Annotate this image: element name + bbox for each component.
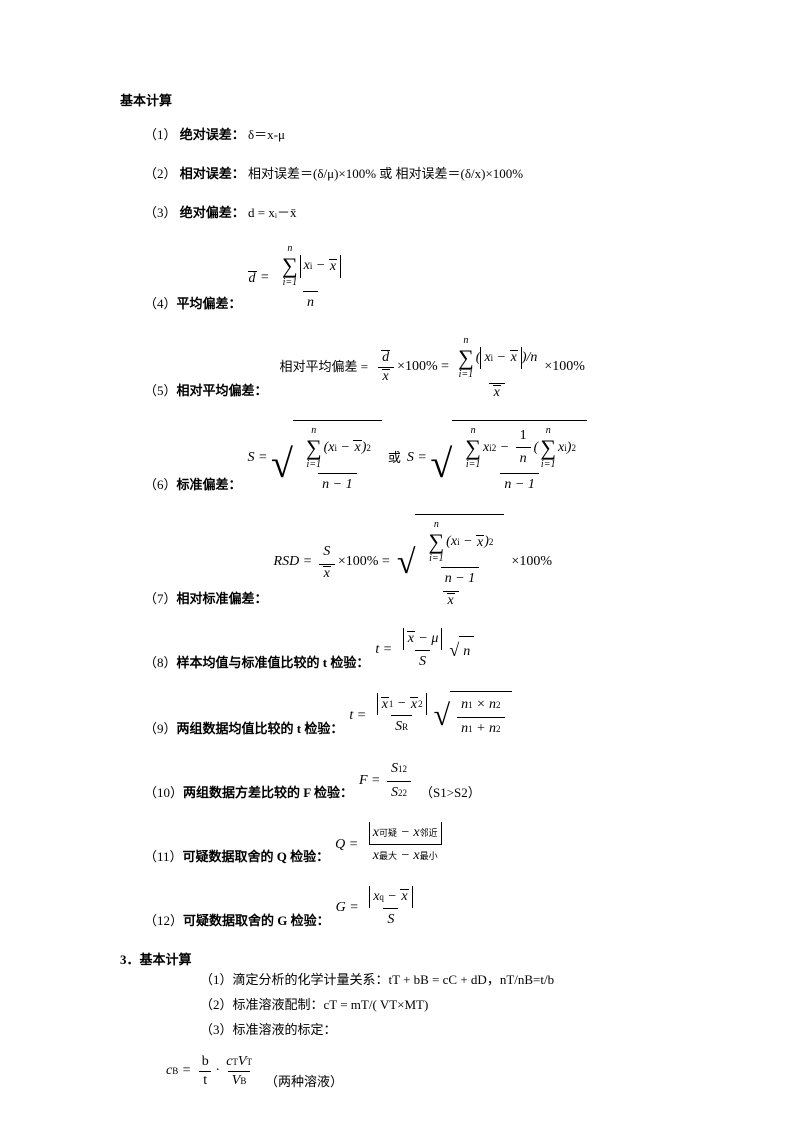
item-num: （5） [144, 381, 177, 402]
or-text: 或 [388, 448, 401, 469]
formula-f-test: F = S12 S22 [359, 758, 414, 804]
item-rest: δ＝x-μ [248, 127, 285, 142]
item-label: 相对标准偏差： [177, 589, 268, 610]
item-label: 相对误差： [180, 166, 245, 181]
section-3-line-3: （3）标准溶液的标定： [200, 1018, 693, 1043]
formula-std-deviation: S = √ n∑i=1 (xi − x)2 n − 1 或 S = √ [248, 420, 587, 496]
item-label: 平均偏差： [177, 294, 242, 315]
item-11: （11） 可疑数据取舍的 Q 检验： Q = x可疑 − x邻近 x最大 − x… [144, 822, 693, 868]
item-num: （4） [144, 294, 177, 315]
item-num: （12） [144, 911, 183, 932]
item-label: 两组数据方差比较的 F 检验： [183, 783, 353, 804]
item-rest: d = xᵢ－x̄ [248, 205, 296, 220]
page-title: 基本计算 [120, 90, 693, 109]
section-3-line-1: （1）滴定分析的化学计量关系：tT + bB = cC + dD，nT/nB=t… [200, 968, 693, 993]
item-rest: 相对误差＝(δ/μ)×100% 或 相对误差＝(δ/x)×100% [248, 166, 523, 181]
formula-t-test-1: t = x − μ S √n [375, 628, 474, 674]
item-label: 可疑数据取舍的 Q 检验： [183, 847, 330, 868]
f-test-note: （S1>S2） [420, 783, 481, 804]
item-12: （12） 可疑数据取舍的 G 检验： G = xq − x S [144, 886, 693, 932]
formula-mean-deviation: d = n∑i=1 xi − x n [248, 241, 349, 314]
item-1: （1） 绝对误差： δ＝x-μ [144, 125, 693, 146]
item-label: 绝对偏差： [180, 205, 245, 220]
item-10: （10） 两组数据方差比较的 F 检验： F = S12 S22 （S1>S2） [144, 758, 693, 804]
formula-cb: cB = bt · cTVT VB （两种溶液） [160, 1053, 693, 1090]
item-2: （2） 相对误差： 相对误差＝(δ/μ)×100% 或 相对误差＝(δ/x)×1… [144, 164, 693, 185]
item-num: （8） [144, 653, 177, 674]
formula-t-test-2: t = x1 − x2 SR √ n1 × n2 n1 + n2 [349, 691, 511, 740]
item-num: （11） [144, 847, 183, 868]
item-num: （2） [144, 166, 177, 181]
formula-q-test: Q = x可疑 − x邻近 x最大 − x最小 [335, 822, 448, 868]
section-3-line-2: （2）标准溶液配制：cT = mT/( VT×MT) [200, 993, 693, 1018]
item-9: （9） 两组数据均值比较的 t 检验： t = x1 − x2 SR √ n1 … [144, 691, 693, 740]
item-num: （1） [144, 127, 177, 142]
page: 基本计算 （1） 绝对误差： δ＝x-μ （2） 相对误差： 相对误差＝(δ/μ… [0, 0, 793, 1130]
item-7: （7） 相对标准偏差： RSD = Sx ×100% = √ n∑i=1 (xi… [144, 514, 693, 609]
item-6: （6） 标准偏差： S = √ n∑i=1 (xi − x)2 n − 1 或 … [144, 420, 693, 496]
item-num: （10） [144, 783, 183, 804]
item-num: （7） [144, 589, 177, 610]
item-num: （6） [144, 475, 177, 496]
item-label: 两组数据均值比较的 t 检验： [177, 719, 344, 740]
item-8: （8） 样本均值与标准值比较的 t 检验： t = x − μ S √n [144, 628, 693, 674]
formula-relative-mean-deviation: 相对平均偏差 = d x ×100% = n∑i=1 (xi − x)/n x … [274, 333, 585, 402]
item-5: （5） 相对平均偏差： 相对平均偏差 = d x ×100% = n∑i=1 (… [144, 333, 693, 402]
item-label: 绝对误差： [180, 127, 245, 142]
item-label: 可疑数据取舍的 G 检验： [183, 911, 330, 932]
item-label: 样本均值与标准值比较的 t 检验： [177, 653, 370, 674]
section-3: 3．基本计算 （1）滴定分析的化学计量关系：tT + bB = cC + dD，… [120, 949, 693, 1089]
item-4: （4） 平均偏差： d = n∑i=1 xi − x n [144, 241, 693, 314]
item-label: 标准偏差： [177, 475, 242, 496]
cb-note: （两种溶液） [265, 1071, 343, 1090]
item-label: 相对平均偏差： [177, 381, 268, 402]
section-3-heading: 3．基本计算 [120, 949, 693, 968]
item-3: （3） 绝对偏差： d = xᵢ－x̄ [144, 203, 693, 224]
formula-g-test: G = xq − x S [336, 886, 420, 932]
item-num: （3） [144, 205, 177, 220]
item-num: （9） [144, 719, 177, 740]
formula-rsd: RSD = Sx ×100% = √ n∑i=1 (xi − x)2 [274, 514, 552, 609]
